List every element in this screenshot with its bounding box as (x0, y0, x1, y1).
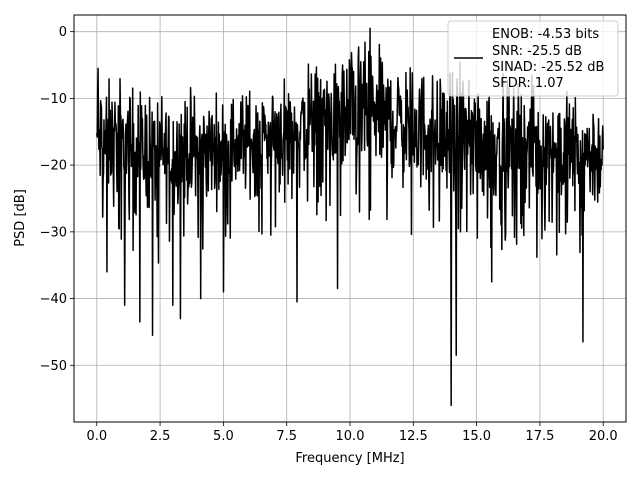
x-tick-label: 20.0 (589, 429, 618, 444)
legend-box (447, 20, 619, 97)
x-tick-label: 2.5 (150, 429, 171, 444)
x-tick-label: 5.0 (213, 429, 234, 444)
legend-line-sfdr: SFDR: 1.07 (492, 76, 564, 91)
plot-area (96, 27, 604, 407)
y-tick-label: −10 (40, 92, 67, 107)
y-tick-label: −20 (40, 159, 67, 174)
x-axis-label: Frequency [MHz] (295, 451, 404, 466)
legend-line-sinad: SINAD: -25.52 dB (492, 60, 604, 75)
x-tick-label: 0.0 (86, 429, 107, 444)
x-tick-label: 15.0 (462, 429, 491, 444)
y-tick-label: −50 (40, 359, 67, 374)
x-tick-label: 7.5 (276, 429, 297, 444)
x-tick-label: 10.0 (336, 429, 365, 444)
y-tick-label: 0 (59, 25, 67, 40)
psd-series-line (96, 27, 604, 407)
x-tick-label: 12.5 (399, 429, 428, 444)
y-tick-label: −30 (40, 225, 67, 240)
y-axis-label: PSD [dB] (13, 189, 28, 247)
legend: ENOB: -4.53 bits SNR: -25.5 dB SINAD: -2… (447, 20, 619, 97)
legend-line-enob: ENOB: -4.53 bits (492, 27, 599, 42)
y-tick-label: −40 (40, 292, 67, 307)
x-tick-label: 17.5 (525, 429, 554, 444)
x-axis-ticks: 0.0 2.5 5.0 7.5 10.0 12.5 15.0 17.5 20.0 (86, 422, 618, 444)
legend-line-snr: SNR: -25.5 dB (492, 44, 582, 59)
y-axis-ticks: 0 −10 −20 −30 −40 −50 (40, 25, 74, 374)
